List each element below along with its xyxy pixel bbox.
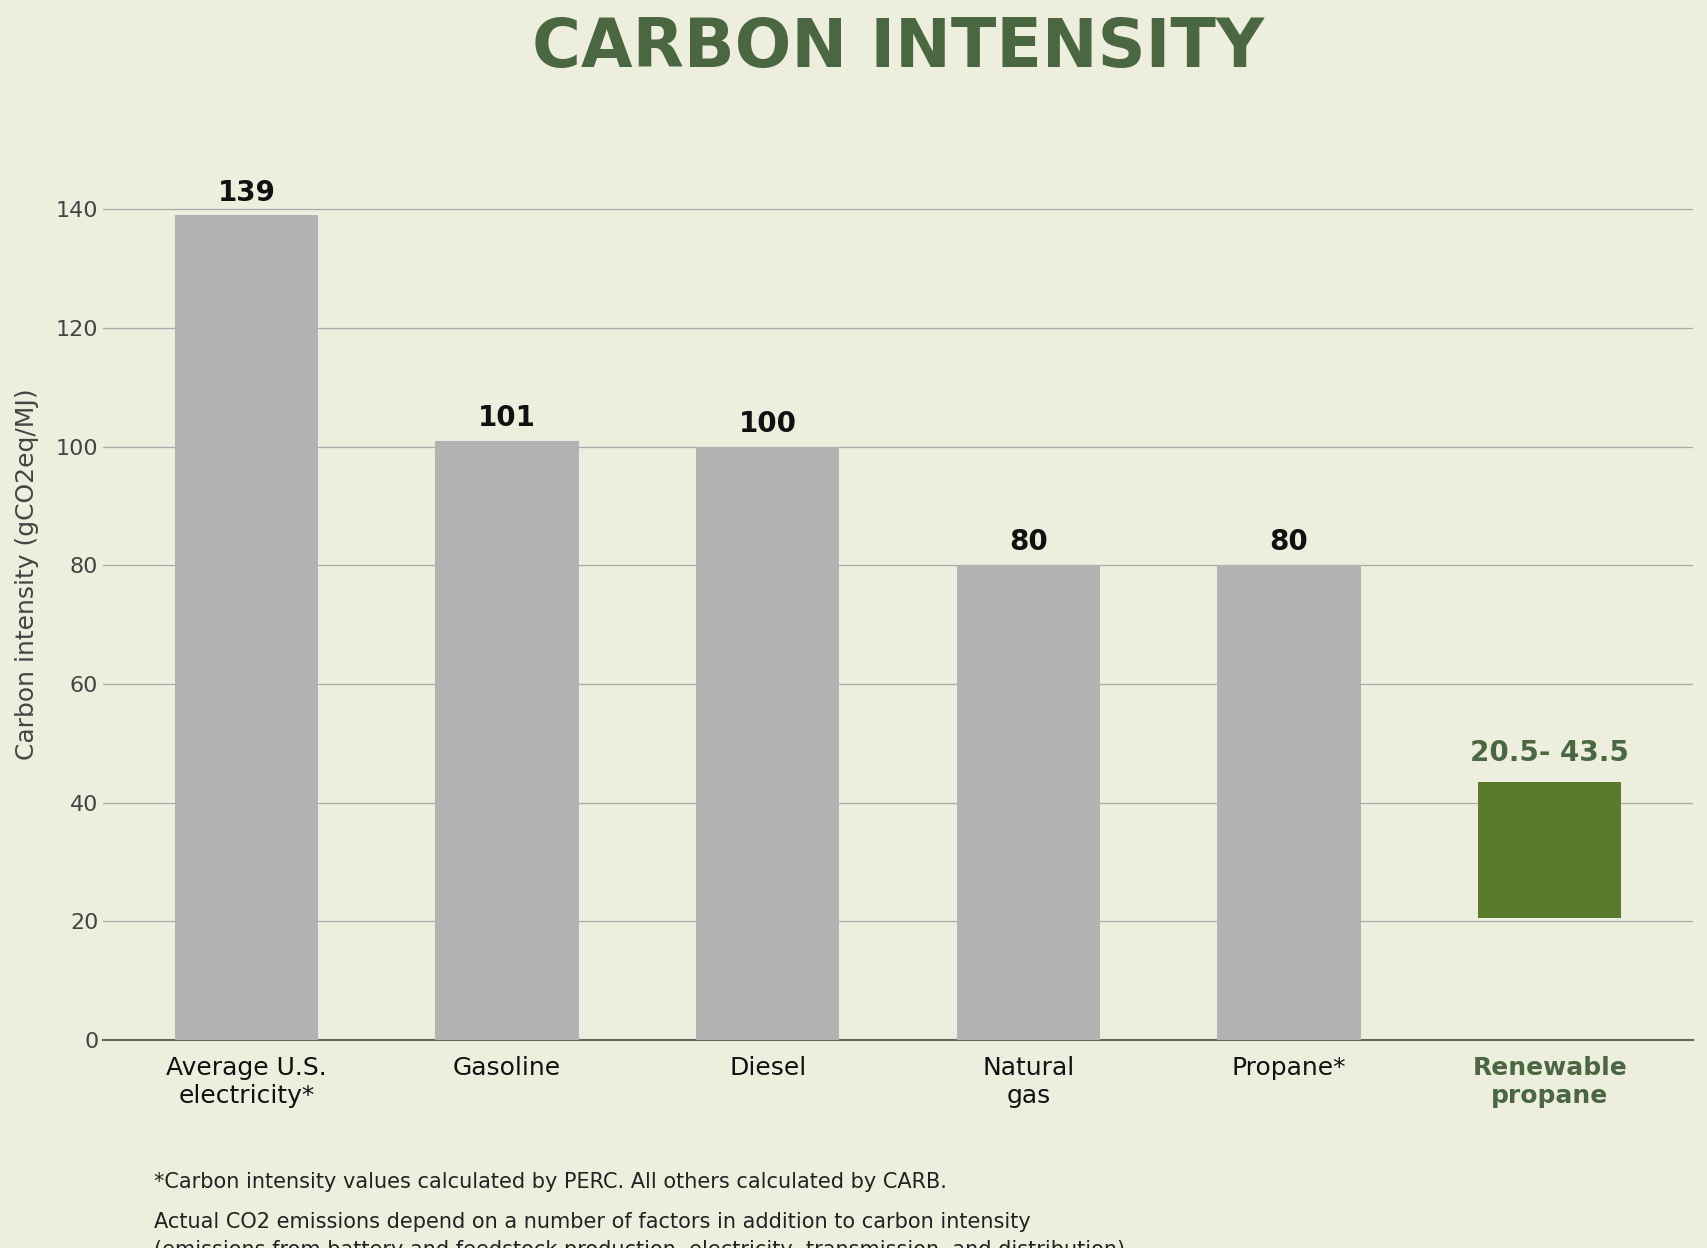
Bar [696,447,838,1040]
Text: 100: 100 [739,409,795,438]
Text: 101: 101 [478,404,536,432]
Text: *Carbon intensity values calculated by PERC. All others calculated by CARB.: *Carbon intensity values calculated by P… [154,1172,946,1192]
Text: 20.5- 43.5: 20.5- 43.5 [1470,739,1628,768]
Text: 80: 80 [1268,528,1308,557]
Y-axis label: Carbon intensity (gCO2eq/MJ): Carbon intensity (gCO2eq/MJ) [15,388,39,760]
Text: 139: 139 [217,178,275,206]
Bar [435,441,579,1040]
Title: CARBON INTENSITY: CARBON INTENSITY [531,15,1263,81]
Text: Actual CO2 emissions depend on a number of factors in addition to carbon intensi: Actual CO2 emissions depend on a number … [154,1213,1130,1248]
Text: 80: 80 [1009,528,1046,557]
Bar [1217,565,1360,1040]
Bar [1477,781,1620,919]
Bar [956,565,1099,1040]
Bar [174,216,318,1040]
